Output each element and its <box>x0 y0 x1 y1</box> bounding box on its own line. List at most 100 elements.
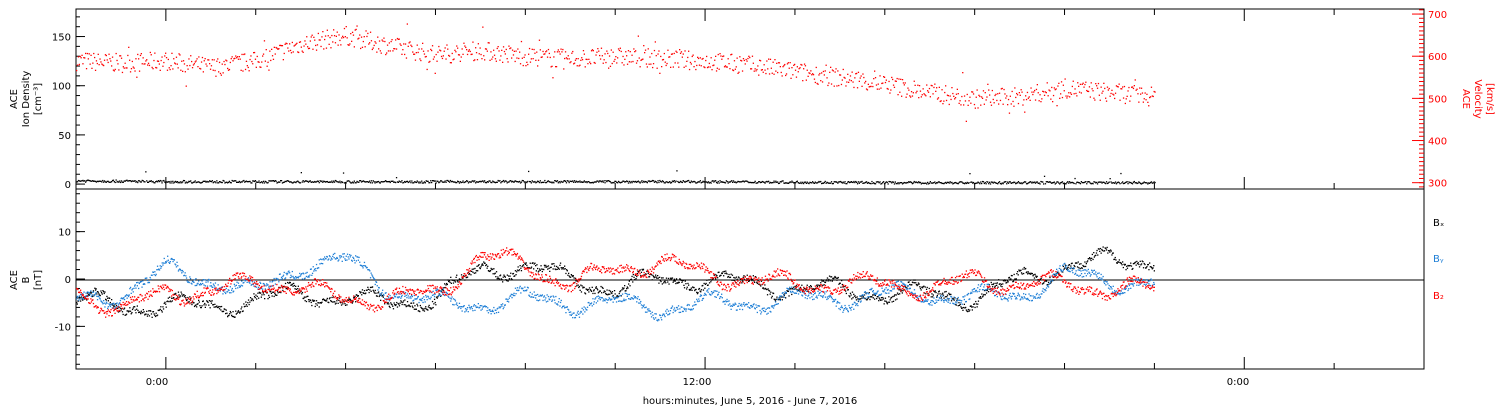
velocity-point <box>1046 92 1047 93</box>
b-bx-point <box>109 298 110 299</box>
velocity-point <box>142 63 143 64</box>
b-bx-point <box>404 304 405 305</box>
b-bx-point <box>350 300 351 301</box>
velocity-point <box>686 61 687 62</box>
velocity-point <box>950 99 951 100</box>
b-bx-point <box>255 295 256 296</box>
velocity-point <box>913 92 914 93</box>
b-bx-point <box>304 297 305 298</box>
density-point <box>430 180 431 181</box>
density-point <box>118 182 119 183</box>
b-bx-point <box>467 277 468 278</box>
b-bx-point <box>229 313 230 314</box>
b-by-point <box>563 305 564 306</box>
b-bx-point <box>141 311 142 312</box>
velocity-point <box>501 50 502 51</box>
b-bx-point <box>704 283 705 284</box>
b-bx-point <box>960 306 961 307</box>
bottom-ylabel-line-2: B <box>21 276 32 283</box>
velocity-point <box>741 60 742 61</box>
b-bx-point <box>894 294 895 295</box>
b-bx-point <box>615 293 616 294</box>
velocity-point <box>611 49 612 50</box>
b-by-point <box>299 273 300 274</box>
b-bx-point <box>404 299 405 300</box>
velocity-point <box>844 78 845 79</box>
velocity-point <box>81 57 82 58</box>
velocity-point <box>874 71 875 72</box>
b-bx-point <box>432 301 433 302</box>
velocity-point <box>384 41 385 42</box>
velocity-point <box>1145 92 1146 93</box>
b-bx-point <box>497 276 498 277</box>
b-by-point <box>575 317 576 318</box>
velocity-point <box>529 48 530 49</box>
b-bx-point <box>252 299 253 300</box>
velocity-point <box>1148 105 1149 106</box>
density-point <box>1065 183 1066 184</box>
b-by-point <box>129 294 130 295</box>
b-bx-point <box>363 293 364 294</box>
b-by-point <box>172 259 173 260</box>
velocity-point <box>1105 98 1106 99</box>
velocity-point <box>765 73 766 74</box>
velocity-point <box>938 97 939 98</box>
b-by-point <box>236 285 237 286</box>
b-bx-point <box>447 279 448 280</box>
b-bx-point <box>329 297 330 298</box>
b-bx-point <box>493 268 494 269</box>
b-bx-point <box>469 273 470 274</box>
b-bx-point <box>1092 259 1093 260</box>
b-bx-point <box>226 310 227 311</box>
velocity-point <box>364 36 365 37</box>
b-bx-point <box>454 280 455 281</box>
b-by-point <box>422 298 423 299</box>
b-bx-point <box>456 275 457 276</box>
b-bx-point <box>567 275 568 276</box>
b-bx-point <box>1130 263 1131 264</box>
velocity-point <box>333 29 334 30</box>
velocity-point <box>762 69 763 70</box>
b-bx-point <box>708 284 709 285</box>
velocity-point <box>483 55 484 56</box>
velocity-point <box>506 49 507 50</box>
b-bx-point <box>193 302 194 303</box>
density-point <box>255 180 256 181</box>
velocity-point <box>95 70 96 71</box>
velocity-point <box>582 59 583 60</box>
b-bx-point <box>451 283 452 284</box>
b-by-point <box>344 258 345 259</box>
b-by-point <box>164 263 165 264</box>
velocity-point <box>298 52 299 53</box>
b-bx-point <box>666 280 667 281</box>
velocity-point <box>307 46 308 47</box>
b-bx-point <box>873 297 874 298</box>
velocity-point <box>1139 87 1140 88</box>
b-bx-point <box>424 310 425 311</box>
bottom-left-tick-label: 10 <box>58 228 71 239</box>
b-by-point <box>274 280 275 281</box>
b-bx-point <box>483 261 484 262</box>
b-by-point <box>491 313 492 314</box>
velocity-point <box>359 34 360 35</box>
velocity-point <box>312 35 313 36</box>
top-ylabel-line-3: [cm⁻³] <box>33 83 44 115</box>
b-bx-point <box>1084 266 1085 267</box>
b-by-point <box>316 264 317 265</box>
b-bx-point <box>852 292 853 293</box>
b-bx-point <box>796 285 797 286</box>
b-by-point <box>315 270 316 271</box>
b-bx-point <box>962 307 963 308</box>
velocity-point <box>85 53 86 54</box>
b-bx-point <box>739 277 740 278</box>
density-point <box>579 180 580 181</box>
b-bx-point <box>957 298 958 299</box>
velocity-point <box>152 67 153 68</box>
b-bx-point <box>96 288 97 289</box>
b-bx-point <box>855 295 856 296</box>
velocity-point <box>96 60 97 61</box>
b-bx-point <box>151 313 152 314</box>
velocity-point <box>837 70 838 71</box>
b-by-point <box>475 305 476 306</box>
b-by-point <box>418 302 419 303</box>
